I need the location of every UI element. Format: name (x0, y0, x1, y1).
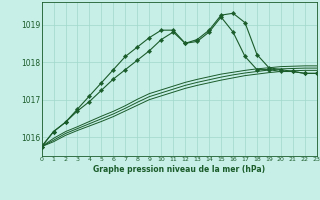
X-axis label: Graphe pression niveau de la mer (hPa): Graphe pression niveau de la mer (hPa) (93, 165, 265, 174)
